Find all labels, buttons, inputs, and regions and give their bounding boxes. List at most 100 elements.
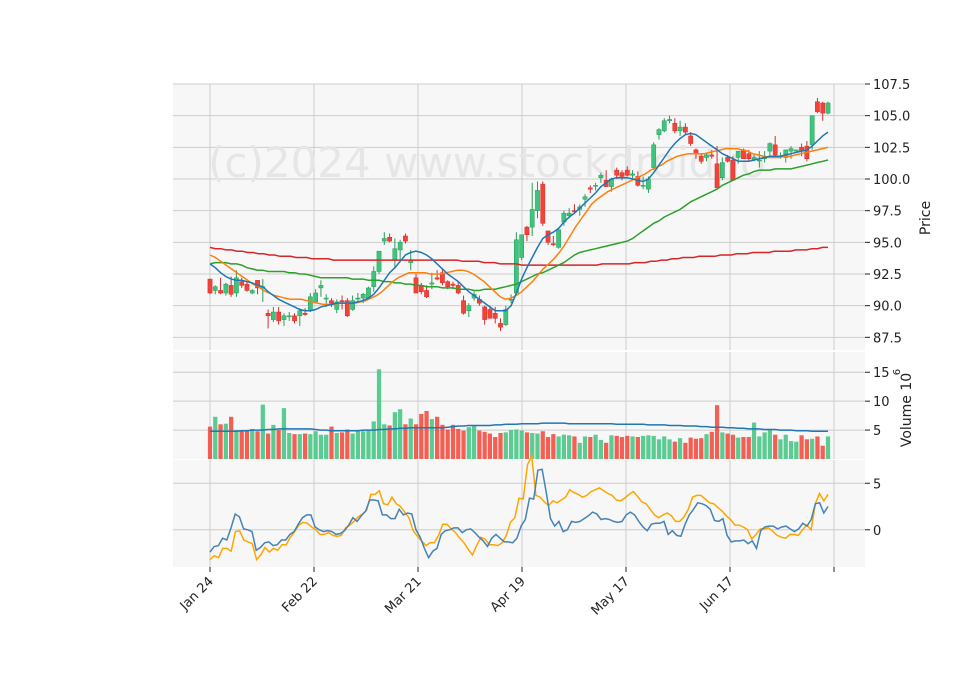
volume-bar — [514, 429, 519, 459]
volume-bar — [424, 410, 429, 459]
candle-body — [371, 271, 377, 287]
volume-bar — [392, 412, 397, 459]
volume-bar — [614, 435, 619, 459]
volume-bar — [545, 437, 551, 459]
candle-body — [825, 102, 831, 114]
price-y-tick-label: 95.0 — [873, 236, 902, 251]
volume-bar — [250, 428, 255, 459]
candle-body — [535, 190, 540, 211]
candle-body — [524, 226, 530, 235]
candle-body — [550, 243, 556, 246]
volume-bar — [619, 437, 625, 459]
volume-bar — [302, 433, 308, 459]
volume-bar — [387, 425, 392, 459]
volume-bar — [223, 423, 228, 459]
volume-bar — [794, 441, 799, 459]
panel-osc-background — [173, 460, 865, 567]
volume-bar — [271, 424, 276, 459]
candle-body — [815, 101, 820, 113]
candle-body — [498, 323, 503, 328]
candle-body — [651, 144, 657, 168]
candle-body — [344, 300, 350, 317]
ma-short-line — [209, 131, 829, 312]
volume-bar — [683, 442, 688, 459]
volume-bar — [445, 429, 450, 459]
candle-body — [709, 154, 715, 157]
volume-bar — [804, 439, 809, 459]
candle-body — [756, 159, 762, 162]
volume-bar — [672, 441, 677, 459]
volume-bar — [366, 429, 371, 459]
volume-bar — [382, 424, 387, 459]
candle-body — [461, 300, 466, 314]
volume-bar — [239, 431, 244, 459]
volume-bar — [376, 369, 382, 459]
volume-bar — [461, 430, 466, 459]
osc-y-tick-label: 5 — [873, 477, 881, 492]
volume-bar — [825, 436, 831, 459]
x-tick-label: Mar 21 — [382, 574, 425, 617]
volume-bar — [741, 437, 746, 459]
candle-body — [487, 309, 493, 319]
candle-body — [323, 297, 329, 300]
candle-body — [302, 313, 308, 315]
candle-body — [207, 278, 213, 294]
volume-bar — [292, 434, 297, 459]
volume-axis-label: Volume 10 — [899, 373, 915, 447]
candle-body — [683, 126, 688, 133]
candle-body — [593, 185, 598, 187]
candle-body — [688, 135, 694, 144]
volume-bar — [265, 433, 271, 459]
volume-bar — [466, 427, 471, 459]
volume-bar — [630, 436, 635, 459]
volume-y-tick-label: 10 — [873, 395, 890, 410]
volume-bar — [609, 435, 614, 459]
volume-bar — [730, 434, 736, 459]
volume-bar — [662, 436, 667, 459]
volume-y-tick-label: 15 — [873, 366, 890, 381]
volume-bar — [419, 413, 424, 459]
volume-bar — [324, 434, 329, 459]
candle-body — [234, 277, 239, 294]
volume-bar — [699, 438, 704, 459]
price-y-tick-label: 97.5 — [873, 205, 902, 220]
volume-bar — [561, 434, 567, 459]
volume-bar — [567, 435, 572, 459]
candle-body — [360, 294, 366, 299]
candle-body — [719, 162, 725, 178]
candle-body — [387, 237, 392, 242]
volume-bar — [318, 434, 324, 459]
volume-bar — [234, 430, 239, 459]
price-y-tick-label: 102.5 — [873, 141, 910, 156]
panel-price-background — [173, 84, 865, 350]
ma-long-line — [209, 159, 829, 292]
candle-body — [212, 286, 218, 291]
volume-bar — [429, 419, 434, 459]
x-tick-label: Apr 19 — [488, 574, 529, 615]
volume-bar — [524, 432, 530, 459]
candle-body — [767, 143, 773, 152]
volume-bar — [281, 408, 287, 459]
candle-body — [429, 282, 435, 285]
price-axis-label: Price — [918, 201, 934, 235]
candle-body — [556, 229, 561, 248]
candle-body — [244, 283, 250, 291]
volume-bar — [815, 436, 820, 459]
candle-body — [313, 292, 319, 303]
x-tick-label: Jun 17 — [697, 574, 737, 614]
volume-bar — [413, 424, 419, 459]
volume-bar — [799, 435, 804, 459]
candle-body — [218, 290, 223, 294]
volume-bar — [746, 437, 751, 459]
volume-bar — [736, 437, 741, 459]
candle-body — [540, 183, 546, 224]
volume-bar — [371, 421, 376, 459]
volume-bar — [408, 418, 413, 459]
candle-body — [276, 311, 282, 322]
volume-bar — [625, 435, 630, 459]
volume-bar — [313, 431, 318, 459]
candle-body — [619, 172, 625, 177]
candle-body — [529, 209, 535, 228]
candle-body — [376, 250, 382, 272]
